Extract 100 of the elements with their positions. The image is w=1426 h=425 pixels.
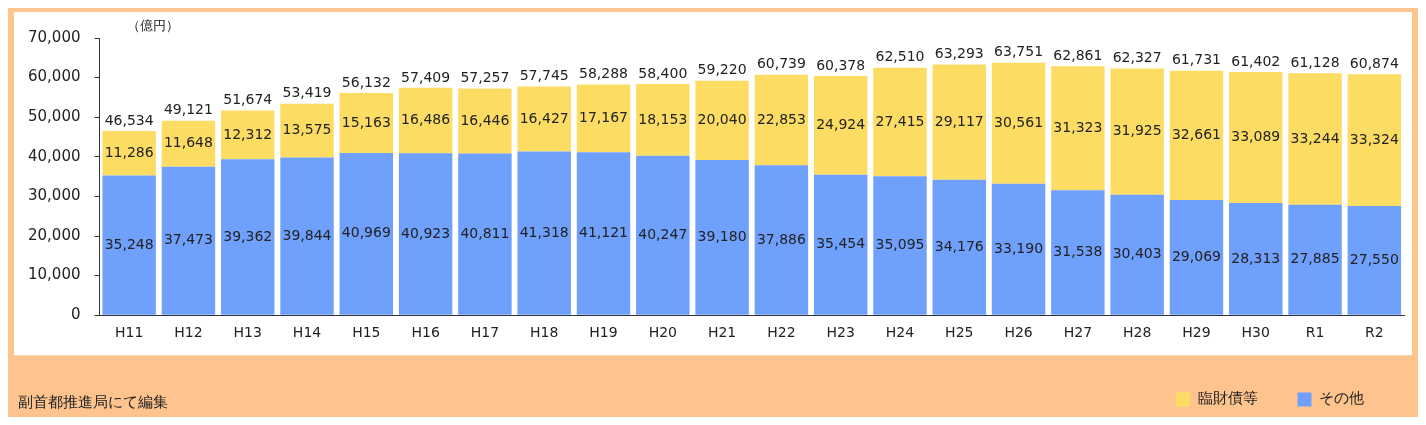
data-label: 37,886 — [756, 230, 806, 247]
data-label: 11,648 — [163, 134, 213, 151]
y-tick-label: 10,000 — [27, 265, 81, 284]
bar — [576, 152, 631, 315]
bar — [576, 84, 631, 153]
total-label: 60,378 — [816, 56, 866, 73]
data-label: 35,248 — [104, 235, 154, 252]
data-label: 24,924 — [816, 116, 866, 133]
bar — [636, 155, 690, 315]
data-label: 20,040 — [697, 111, 747, 128]
x-tick-label: R1 — [1305, 324, 1325, 341]
data-label: 33,244 — [1290, 129, 1340, 146]
data-label: 40,247 — [638, 225, 688, 242]
total-label: 57,745 — [519, 67, 569, 84]
bar — [1169, 70, 1224, 201]
bar — [1288, 204, 1342, 315]
data-label: 12,312 — [223, 125, 273, 142]
data-label: 35,095 — [875, 236, 925, 253]
bar — [932, 64, 987, 180]
data-label: 11,286 — [104, 143, 154, 160]
total-label: 46,534 — [104, 111, 154, 128]
bar — [1169, 200, 1224, 315]
bar — [1229, 203, 1283, 315]
bar — [221, 159, 275, 315]
legend-label: その他 — [1319, 389, 1364, 408]
bar — [695, 80, 749, 161]
bar — [1051, 190, 1105, 315]
x-tick-label: H19 — [589, 324, 618, 341]
bar — [873, 176, 927, 315]
bar — [754, 165, 809, 315]
data-label: 16,446 — [460, 111, 510, 128]
total-label: 63,293 — [934, 45, 984, 62]
total-label: 62,510 — [875, 48, 925, 65]
total-label: 59,220 — [697, 61, 747, 78]
total-label: 58,288 — [579, 65, 628, 82]
total-label: 53,419 — [282, 84, 332, 101]
x-tick-label: H27 — [1063, 324, 1093, 341]
bar — [695, 160, 749, 315]
bar — [339, 152, 394, 315]
data-label: 27,885 — [1290, 250, 1340, 267]
x-tick-label: H18 — [530, 324, 559, 341]
bar — [873, 67, 927, 177]
x-tick-label: H25 — [945, 324, 974, 341]
x-tick-label: H24 — [885, 324, 915, 341]
total-label: 61,402 — [1231, 52, 1281, 69]
data-label: 17,167 — [579, 109, 628, 126]
data-label: 29,069 — [1171, 248, 1221, 265]
bar — [102, 175, 156, 315]
data-label: 29,117 — [934, 112, 984, 129]
bar — [517, 151, 571, 315]
bar — [813, 174, 868, 315]
legend-label: 臨財債等 — [1197, 389, 1258, 408]
total-label: 62,861 — [1053, 46, 1103, 63]
bar — [636, 83, 690, 156]
x-tick-label: H11 — [114, 324, 144, 341]
data-label: 41,121 — [579, 224, 628, 241]
x-tick-label: H21 — [707, 324, 737, 341]
y-tick-label: 40,000 — [27, 146, 81, 165]
data-label: 39,844 — [282, 226, 332, 243]
x-tick-label: H23 — [826, 324, 855, 341]
bar — [339, 92, 394, 153]
x-tick-label: H30 — [1241, 324, 1270, 341]
data-label: 40,923 — [401, 224, 451, 241]
bar — [161, 166, 216, 315]
bar — [280, 103, 334, 158]
bar — [1110, 68, 1164, 195]
y-tick-label: 50,000 — [27, 107, 81, 126]
data-label: 28,313 — [1231, 249, 1281, 266]
bar — [1288, 73, 1342, 205]
data-label: 27,415 — [875, 112, 925, 129]
data-label: 32,661 — [1171, 126, 1221, 143]
data-label: 22,853 — [756, 110, 806, 127]
data-label: 27,550 — [1349, 251, 1399, 268]
data-label: 39,180 — [697, 228, 747, 245]
data-label: 16,427 — [519, 109, 569, 126]
data-label: 33,190 — [994, 239, 1044, 256]
total-label: 61,731 — [1171, 51, 1221, 68]
y-tick-label: 0 — [70, 305, 81, 324]
bar — [398, 87, 453, 154]
data-label: 16,486 — [401, 111, 451, 128]
total-label: 60,874 — [1349, 54, 1399, 71]
bar — [754, 74, 809, 166]
data-label: 33,089 — [1231, 128, 1281, 145]
bar — [1051, 66, 1105, 191]
x-tick-label: H29 — [1182, 324, 1211, 341]
data-label: 37,473 — [163, 231, 213, 248]
y-axis-title: （億円） — [127, 18, 180, 33]
bar — [991, 62, 1046, 184]
data-label: 33,324 — [1349, 130, 1399, 147]
x-tick-label: H15 — [352, 324, 381, 341]
x-tick-label: H28 — [1123, 324, 1152, 341]
total-label: 61,128 — [1290, 53, 1340, 70]
total-label: 60,739 — [756, 55, 806, 72]
total-label: 49,121 — [163, 101, 213, 118]
x-tick-label: H16 — [411, 324, 440, 341]
bar — [991, 183, 1046, 315]
data-label: 30,403 — [1112, 245, 1162, 262]
x-tick-label: H26 — [1004, 324, 1033, 341]
bar — [1110, 194, 1164, 315]
bar — [398, 153, 453, 315]
